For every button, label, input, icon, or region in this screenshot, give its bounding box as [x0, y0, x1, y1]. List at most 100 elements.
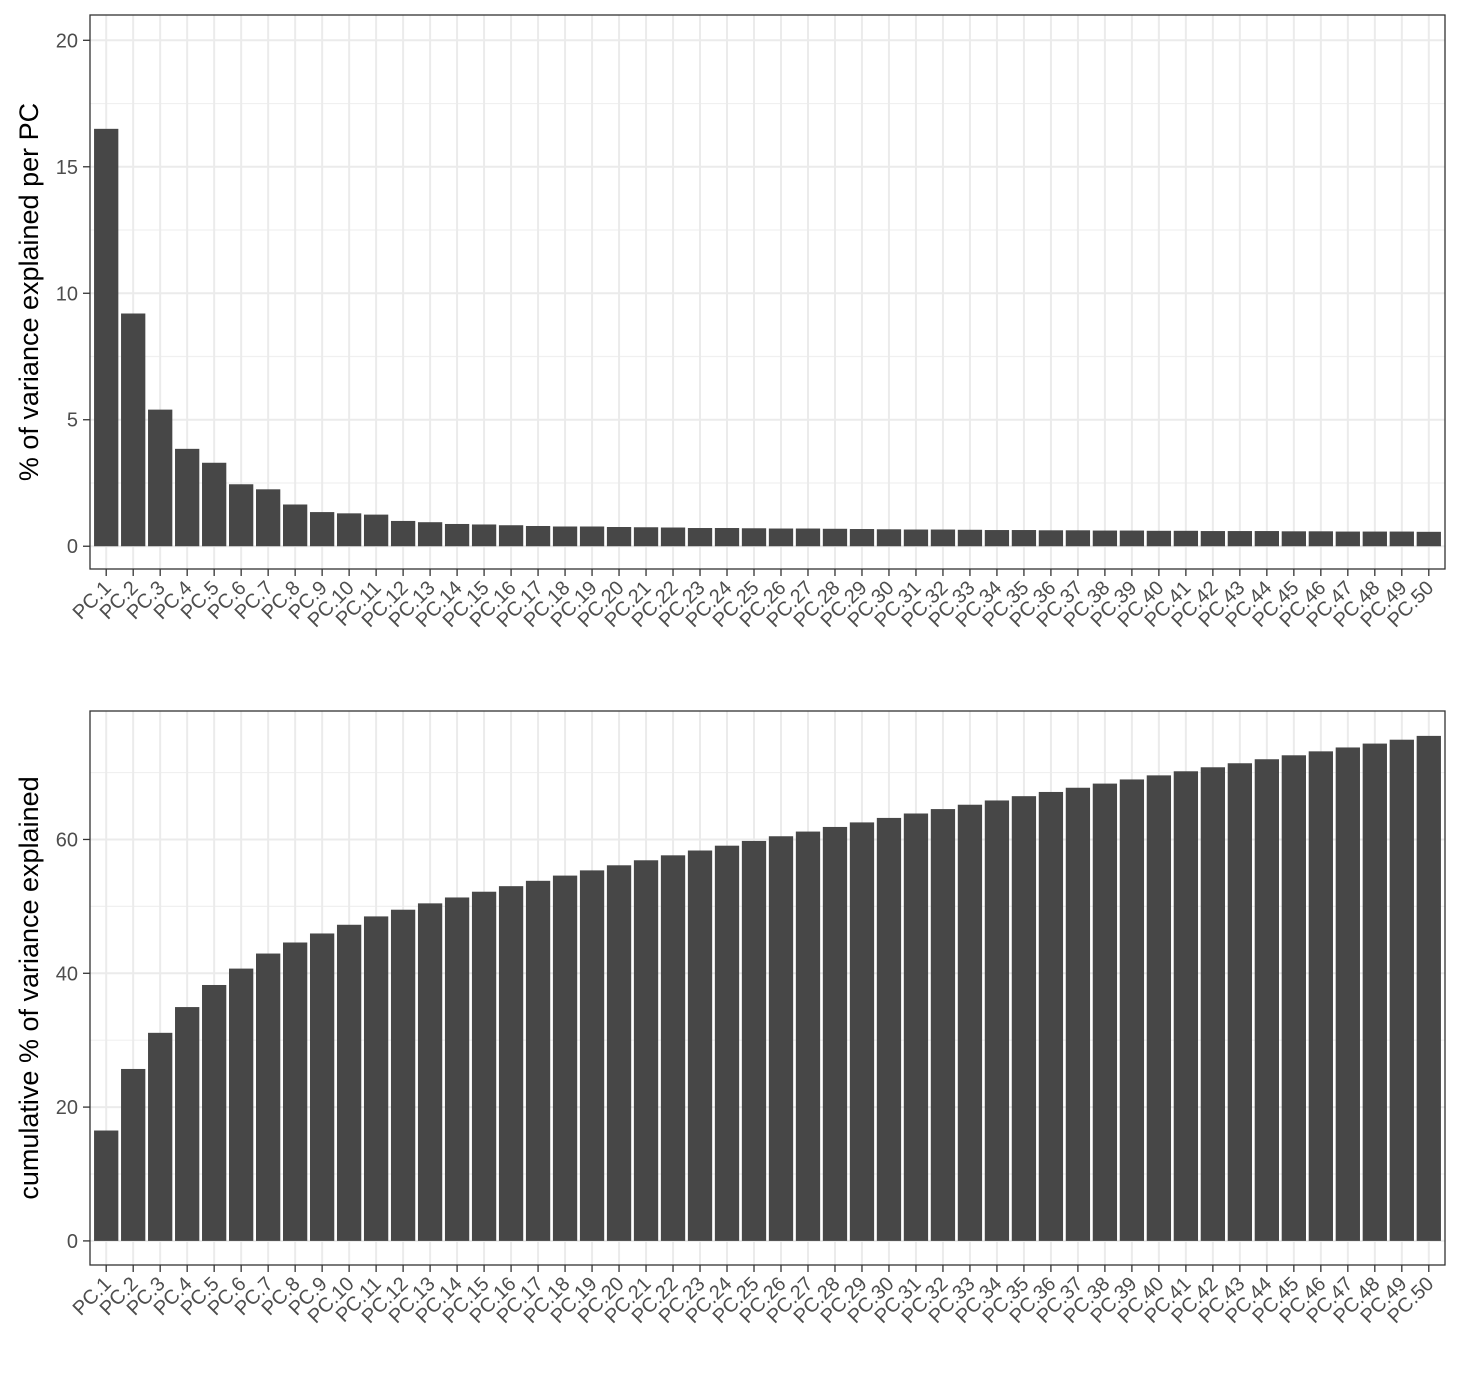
top-bar-pc-38 — [1092, 530, 1118, 547]
bottom-bar-pc-12 — [390, 909, 416, 1241]
bottom-bar-pc-37 — [1065, 787, 1091, 1241]
top-bar-pc-25 — [741, 528, 767, 547]
bottom-bar-pc-49 — [1389, 739, 1414, 1241]
top-bar-pc-43 — [1227, 531, 1253, 547]
bottom-bar-pc-39 — [1119, 779, 1145, 1241]
bottom-bar-pc-46 — [1308, 751, 1333, 1241]
top-bar-pc-4 — [175, 448, 200, 547]
bottom-bar-pc-40 — [1146, 775, 1172, 1241]
bottom-bar-pc-3 — [148, 1032, 173, 1241]
top-bar-pc-12 — [390, 520, 416, 547]
top-bar-pc-42 — [1200, 531, 1226, 547]
top-bar-pc-20 — [606, 527, 632, 547]
top-panel: 05101520PC.1PC.2PC.3PC.4PC.5PC.6PC.7PC.8… — [14, 14, 1446, 632]
top-bar-pc-24 — [714, 528, 740, 547]
top-bar-pc-7 — [256, 489, 281, 547]
top-bar-pc-39 — [1119, 530, 1145, 547]
bottom-bar-pc-8 — [282, 942, 308, 1241]
top-bar-pc-5 — [202, 462, 227, 547]
bottom-bar-pc-20 — [606, 865, 632, 1241]
bottom-bar-pc-16 — [498, 886, 524, 1241]
bottom-bar-pc-15 — [471, 891, 497, 1241]
top-bar-pc-31 — [903, 529, 929, 547]
top-y-tick-label: 10 — [56, 283, 78, 305]
top-bar-pc-17 — [525, 525, 551, 547]
bottom-bar-pc-17 — [525, 880, 551, 1241]
top-bar-pc-13 — [417, 522, 443, 547]
top-bar-pc-33 — [957, 529, 983, 547]
top-bar-pc-1 — [94, 128, 119, 547]
bottom-bar-pc-43 — [1227, 763, 1253, 1241]
bottom-bar-pc-14 — [444, 897, 470, 1241]
bottom-panel-border — [89, 710, 1446, 1266]
top-bar-pc-6 — [229, 484, 254, 547]
bottom-bar-pc-9 — [309, 933, 335, 1241]
top-y-tick-label: 5 — [67, 410, 78, 432]
bottom-bar-pc-18 — [552, 875, 578, 1241]
bottom-bar-pc-28 — [822, 826, 848, 1241]
bottom-bar-pc-38 — [1092, 783, 1118, 1241]
top-bar-pc-45 — [1281, 531, 1306, 547]
top-bar-pc-16 — [498, 525, 524, 547]
bottom-bar-pc-45 — [1281, 755, 1306, 1241]
top-bar-pc-46 — [1308, 531, 1333, 547]
top-y-axis-title: % of variance explained per PC — [14, 103, 44, 481]
top-bar-pc-28 — [822, 528, 848, 547]
bottom-bar-pc-7 — [256, 953, 281, 1241]
top-bar-pc-14 — [444, 523, 470, 547]
bottom-bar-pc-47 — [1335, 747, 1360, 1241]
bottom-bar-pc-21 — [633, 860, 659, 1241]
top-plot-background — [90, 15, 1445, 569]
bottom-bar-pc-22 — [660, 855, 686, 1241]
top-y-tick-label: 15 — [56, 157, 78, 179]
bottom-bar-pc-4 — [175, 1007, 200, 1241]
top-bar-pc-8 — [282, 504, 308, 547]
top-bar-pc-19 — [579, 526, 605, 547]
bottom-bar-pc-30 — [876, 817, 902, 1241]
bottom-bar-pc-1 — [94, 1130, 119, 1241]
bottom-bar-pc-6 — [229, 968, 254, 1241]
bottom-bar-pc-32 — [930, 809, 956, 1241]
top-bar-pc-48 — [1362, 531, 1387, 547]
top-bar-pc-3 — [148, 409, 173, 547]
bottom-bar-pc-36 — [1038, 791, 1064, 1241]
top-bar-pc-11 — [363, 514, 389, 547]
bottom-bar-pc-42 — [1200, 767, 1226, 1241]
top-bar-pc-15 — [471, 524, 497, 547]
top-bar-pc-27 — [795, 528, 821, 547]
bottom-bar-pc-26 — [768, 836, 794, 1241]
top-panel-border — [89, 14, 1446, 570]
top-bar-pc-29 — [849, 529, 875, 547]
bottom-bar-pc-23 — [687, 850, 713, 1241]
top-bar-pc-50 — [1416, 531, 1441, 547]
bottom-bar-pc-24 — [714, 845, 740, 1241]
bottom-y-axis-title: cumulative % of variance explained — [14, 776, 44, 1199]
top-y-tick-label: 20 — [56, 30, 78, 52]
top-bar-pc-41 — [1173, 530, 1199, 547]
bottom-panel: 0204060PC.1PC.2PC.3PC.4PC.5PC.6PC.7PC.8P… — [14, 710, 1446, 1328]
top-bar-pc-26 — [768, 528, 794, 547]
bottom-y-tick-label: 20 — [56, 1097, 78, 1119]
top-bar-pc-36 — [1038, 530, 1064, 547]
bottom-bar-pc-13 — [417, 903, 443, 1241]
bottom-bar-pc-48 — [1362, 743, 1387, 1241]
top-bar-pc-10 — [336, 513, 362, 547]
bottom-bar-pc-34 — [984, 800, 1010, 1241]
bottom-bar-pc-5 — [202, 984, 227, 1241]
top-bar-pc-32 — [930, 529, 956, 547]
top-bar-pc-47 — [1335, 531, 1360, 547]
bottom-y-tick-label: 60 — [56, 829, 78, 851]
top-bar-pc-40 — [1146, 530, 1172, 547]
bottom-bar-pc-25 — [741, 840, 767, 1241]
bottom-bar-pc-19 — [579, 870, 605, 1241]
top-y-tick-label: 0 — [67, 536, 78, 558]
bottom-bar-pc-31 — [903, 813, 929, 1241]
top-bar-pc-22 — [660, 527, 686, 547]
top-bar-pc-18 — [552, 526, 578, 547]
top-bar-pc-49 — [1389, 531, 1414, 547]
bottom-bar-pc-2 — [121, 1068, 146, 1241]
top-bar-pc-23 — [687, 528, 713, 547]
top-bar-pc-34 — [984, 530, 1010, 547]
